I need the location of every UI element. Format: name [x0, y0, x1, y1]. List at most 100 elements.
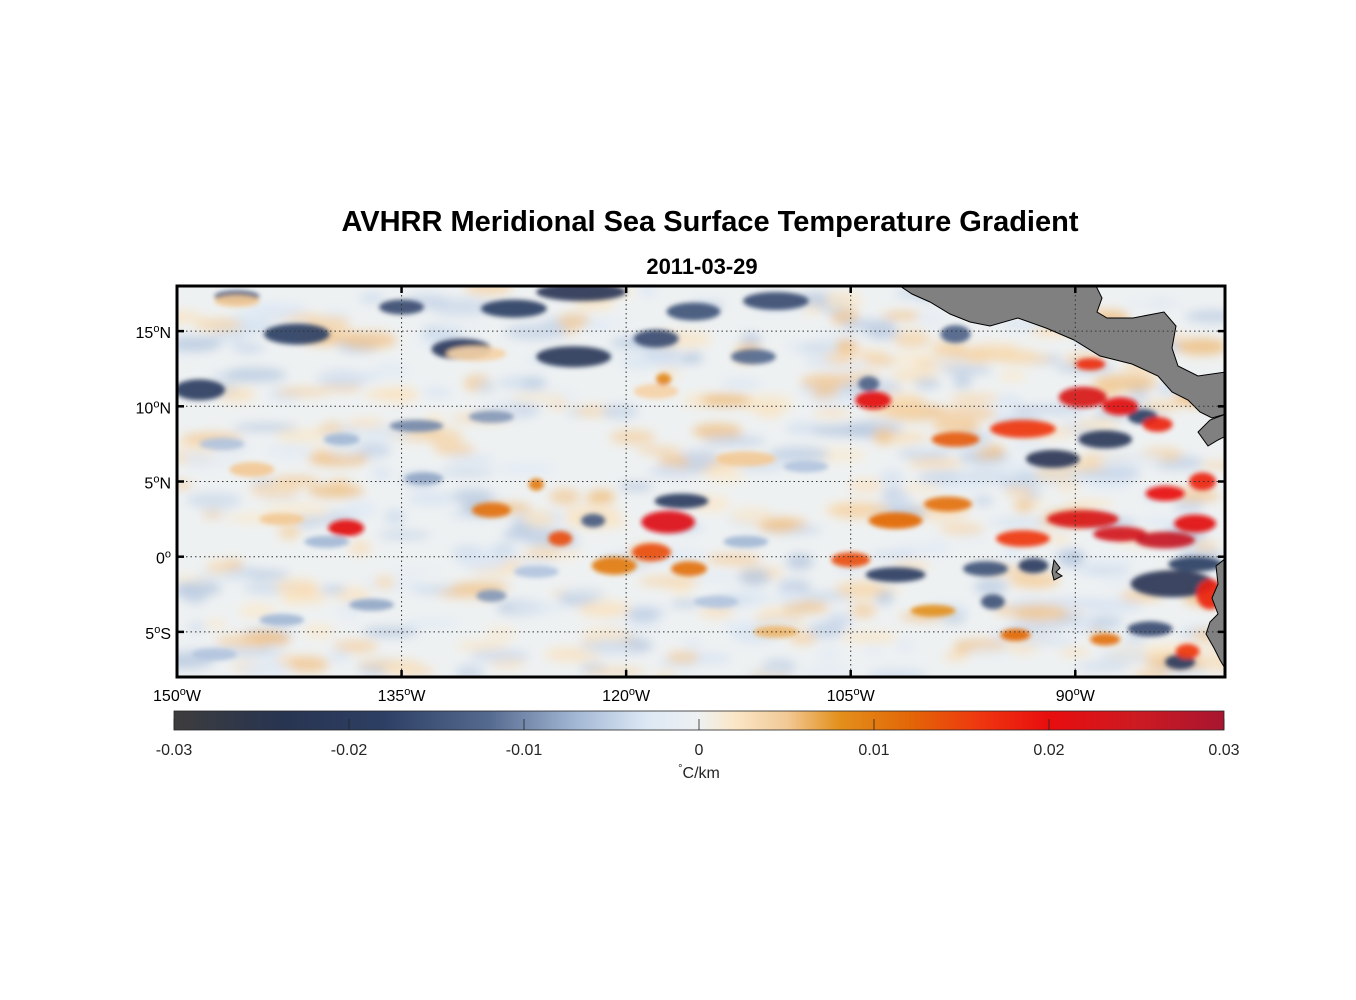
texture-blob: [446, 454, 496, 465]
texture-blob: [206, 560, 230, 574]
texture-blob: [303, 623, 335, 639]
colorbar-tick-label: 0.01: [858, 742, 889, 759]
tick-number: 10: [136, 400, 154, 417]
texture-blob: [275, 428, 325, 443]
negative-gradient-feature: [191, 648, 237, 661]
texture-blob: [523, 510, 555, 528]
negative-gradient-feature: [666, 302, 721, 321]
lon-tick-label: 90oW: [1056, 686, 1096, 705]
texture-blob: [371, 362, 410, 379]
texture-blob: [679, 449, 720, 468]
frame-ticks: [175, 286, 1225, 677]
texture-blob: [307, 484, 365, 498]
negative-gradient-feature: [963, 561, 1008, 577]
positive-gradient-feature: [632, 543, 672, 562]
negative-gradient-feature: [980, 594, 1005, 610]
chart-subtitle: 2011-03-29: [646, 254, 758, 279]
texture-blob: [422, 386, 452, 399]
texture-blob: [187, 622, 206, 632]
texture-blob: [949, 393, 1000, 403]
texture-blob: [869, 550, 917, 560]
texture-blob: [706, 466, 745, 484]
texture-blob: [476, 380, 496, 394]
texture-blob: [824, 291, 863, 310]
tick-degree: o: [154, 624, 160, 636]
texture-blob: [349, 540, 372, 556]
negative-gradient-feature: [693, 595, 739, 608]
texture-blob: [1058, 648, 1091, 656]
texture-blob: [428, 298, 493, 316]
texture-blob: [692, 573, 747, 583]
texture-blob: [319, 585, 347, 594]
texture-blob: [907, 458, 963, 468]
texture-blob: [834, 580, 887, 598]
texture-blob: [1098, 649, 1154, 664]
texture-blob: [670, 599, 701, 608]
positive-gradient-feature: [855, 391, 892, 410]
texture-blob: [583, 321, 612, 332]
tick-degree: o: [180, 686, 186, 698]
texture-blob: [578, 600, 632, 618]
texture-blob: [896, 637, 915, 655]
texture-blob: [401, 618, 461, 628]
texture-blob: [1043, 534, 1073, 543]
texture-blob: [288, 656, 329, 673]
texture-blob: [1055, 548, 1084, 567]
texture-blob: [642, 344, 681, 359]
texture-blob: [829, 502, 891, 519]
texture-blob: [557, 313, 590, 328]
texture-blob: [485, 626, 517, 640]
tick-hemisphere: W: [860, 688, 876, 705]
degree-symbol: °: [678, 763, 682, 775]
texture-blob: [1193, 540, 1219, 552]
texture-blob: [492, 542, 514, 557]
positive-gradient-feature: [1090, 633, 1121, 646]
positive-gradient-feature: [1046, 510, 1119, 529]
tick-hemisphere: W: [410, 688, 426, 705]
texture-blob: [549, 488, 580, 505]
negative-gradient-feature: [481, 299, 547, 318]
negative-gradient-feature: [379, 299, 425, 315]
tick-degree: o: [165, 549, 171, 561]
negative-gradient-feature: [199, 437, 245, 450]
tick-hemisphere: W: [1080, 688, 1096, 705]
tick-degree: o: [1074, 686, 1080, 698]
positive-gradient-feature: [656, 373, 672, 386]
texture-blob: [209, 331, 247, 343]
negative-gradient-feature: [468, 410, 514, 423]
texture-blob: [681, 352, 704, 364]
texture-blob: [249, 482, 301, 498]
texture-blob: [782, 601, 829, 614]
texture-blob: [274, 578, 320, 596]
texture-blob: [510, 392, 565, 403]
texture-blob: [808, 621, 844, 639]
texture-blob: [450, 582, 511, 592]
texture-blob: [798, 666, 854, 677]
texture-blob: [1094, 416, 1119, 432]
texture-blob: [654, 670, 676, 677]
texture-blob: [582, 626, 629, 644]
texture-blob: [866, 668, 928, 677]
texture-blob: [438, 468, 495, 477]
negative-gradient-feature: [1168, 556, 1222, 572]
texture-blob: [816, 645, 841, 664]
texture-blob: [841, 319, 896, 330]
positive-gradient-feature: [1135, 531, 1195, 549]
positive-gradient-feature: [868, 512, 923, 529]
tick-degree: o: [629, 686, 635, 698]
chart-title: AVHRR Meridional Sea Surface Temperature…: [341, 206, 1079, 238]
negative-gradient-feature: [743, 292, 809, 310]
texture-blob: [1065, 499, 1114, 509]
texture-blob: [700, 393, 752, 407]
texture-blob: [862, 355, 900, 366]
tick-hemisphere: N: [159, 476, 171, 493]
texture-blob: [333, 640, 379, 653]
central-america-isthmus: [1197, 413, 1225, 447]
texture-blob: [881, 311, 924, 320]
tick-number: 150: [153, 688, 180, 705]
texture-blob: [777, 579, 812, 594]
unit-text: C/km: [683, 765, 720, 782]
texture-blob: [278, 523, 301, 540]
texture-blob: [1011, 571, 1061, 589]
texture-blob: [1134, 669, 1170, 677]
